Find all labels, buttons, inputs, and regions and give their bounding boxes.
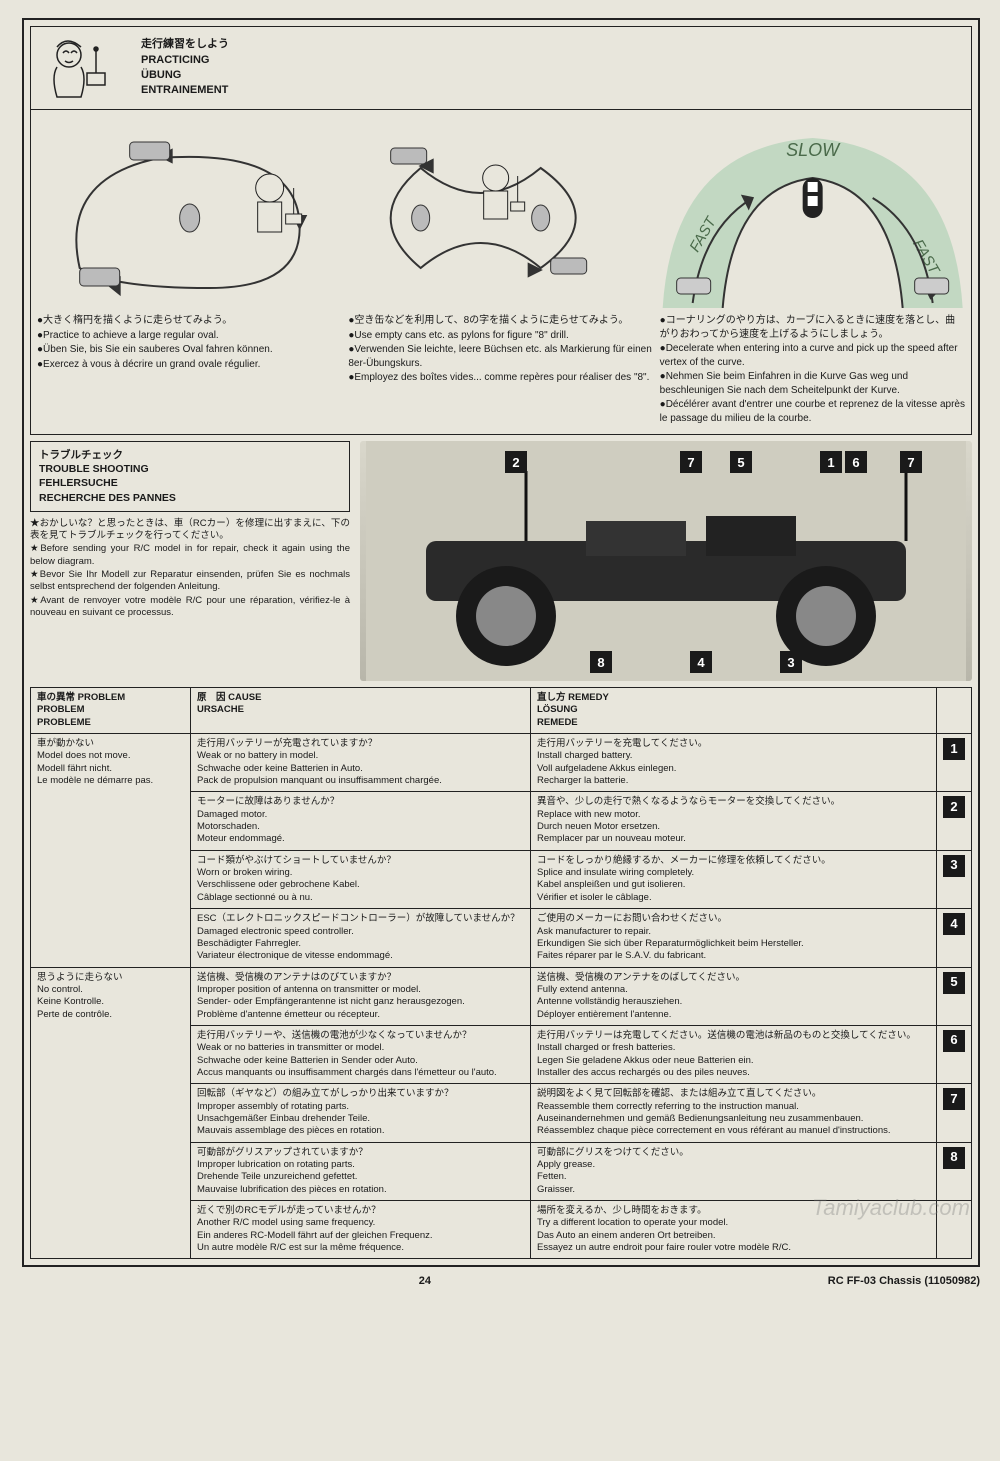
remedy-cell: 場所を変えるか、少し時間をおきます。Try a different locati… — [531, 1201, 937, 1259]
remedy-cell: ご使用のメーカーにお問い合わせください。Ask manufacturer to … — [531, 909, 937, 967]
th-problem: 車の異常 PROBLEM PROBLEM PROBLEME — [31, 688, 191, 734]
problem-cell: 思うように走らないNo control.Keine Kontrolle.Pert… — [31, 967, 191, 1259]
problem-cell: 車が動かないModel does not move.Modell fährt n… — [31, 734, 191, 968]
title-en: PRACTICING — [141, 53, 229, 68]
cause-cell: 送信機、受信機のアンテナはのびていますか？Improper position o… — [191, 967, 531, 1025]
callout-box: 5 — [730, 451, 752, 473]
th-cause: 原 因 CAUSE URSACHE — [191, 688, 531, 734]
row-number-cell: 6 — [937, 1025, 972, 1083]
oval-illustration — [37, 118, 342, 308]
callout-box: 7 — [680, 451, 702, 473]
callout-box: 6 — [845, 451, 867, 473]
title-fr: ENTRAINEMENT — [141, 83, 229, 98]
troubleshoot-title-box: トラブルチェック TROUBLE SHOOTING FEHLERSUCHE RE… — [30, 441, 350, 512]
table-row: 車が動かないModel does not move.Modell fährt n… — [31, 734, 972, 792]
practice-col-curve: SLOW FAST FAST — [660, 118, 965, 426]
troubleshoot-table: 車の異常 PROBLEM PROBLEM PROBLEME 原 因 CAUSE … — [30, 687, 972, 1259]
callout-box: 3 — [780, 651, 802, 673]
oval-text: ●大きく楕円を描くように走らせてみよう。 ●Practice to achiev… — [37, 314, 342, 372]
page-number: 24 — [419, 1275, 431, 1287]
row-number-cell: 8 — [937, 1142, 972, 1200]
callout-box: 8 — [590, 651, 612, 673]
cause-cell: ESC（エレクトロニックスピードコントローラー）が故障していませんか？Damag… — [191, 909, 531, 967]
remedy-cell: 送信機、受信機のアンテナをのばしてください。Fully extend anten… — [531, 967, 937, 1025]
remedy-cell: 走行用バッテリーは充電してください。送信機の電池は新品のものと交換してください。… — [531, 1025, 937, 1083]
svg-text:SLOW: SLOW — [786, 140, 841, 160]
row-number-cell: 3 — [937, 850, 972, 908]
page-border: 走行練習をしよう PRACTICING ÜBUNG ENTRAINEMENT — [22, 18, 980, 1267]
table-row: 思うように走らないNo control.Keine Kontrolle.Pert… — [31, 967, 972, 1025]
practicing-body: ●大きく楕円を描くように走らせてみよう。 ●Practice to achiev… — [31, 110, 971, 434]
boy-with-transmitter-icon — [39, 33, 129, 103]
title-de: ÜBUNG — [141, 68, 229, 83]
row-number-cell: 7 — [937, 1084, 972, 1142]
page-content: 走行練習をしよう PRACTICING ÜBUNG ENTRAINEMENT — [30, 26, 972, 1259]
cause-cell: 回転部（ギヤなど）の組み立てがしっかり出来ていますか？Improper asse… — [191, 1084, 531, 1142]
troubleshoot-intro-text: ★おかしいな？と思ったときは、車（RCカー）を修理に出すまえに、下の表を見てトラ… — [30, 518, 350, 620]
figure8-illustration — [348, 118, 653, 308]
troubleshoot-left: トラブルチェック TROUBLE SHOOTING FEHLERSUCHE RE… — [30, 441, 350, 681]
remedy-cell: コードをしっかり絶縁するか、メーカーに修理を依頼してください。Splice an… — [531, 850, 937, 908]
callout-box: 7 — [900, 451, 922, 473]
practicing-titles: 走行練習をしよう PRACTICING ÜBUNG ENTRAINEMENT — [141, 37, 229, 99]
cause-cell: 可動部がグリスアップされていますか？Improper lubrication o… — [191, 1142, 531, 1200]
curve-text: ●コーナリングのやり方は、カーブに入るときに速度を落とし、曲がりおわってから速度… — [660, 314, 965, 426]
callout-box: 1 — [820, 451, 842, 473]
cause-cell: モーターに故障はありませんか？Damaged motor.Motorschade… — [191, 792, 531, 850]
troubleshoot-intro: トラブルチェック TROUBLE SHOOTING FEHLERSUCHE RE… — [30, 441, 972, 681]
chassis-photo — [360, 441, 972, 681]
row-number-cell: 5 — [937, 967, 972, 1025]
practice-col-figure8: ●空き缶などを利用して、8の字を描くように走らせてみよう。 ●Use empty… — [348, 118, 653, 426]
figure8-text: ●空き缶などを利用して、8の字を描くように走らせてみよう。 ●Use empty… — [348, 314, 653, 386]
th-remedy: 直し方 REMEDY LÖSUNG REMEDE — [531, 688, 937, 734]
chassis-diagram: 2 7 5 16 7 8 4 3 — [360, 441, 972, 681]
callout-box: 2 — [505, 451, 527, 473]
practicing-header: 走行練習をしよう PRACTICING ÜBUNG ENTRAINEMENT — [31, 27, 971, 110]
curve-illustration: SLOW FAST FAST — [660, 118, 965, 308]
row-number-cell: 1 — [937, 734, 972, 792]
practice-col-oval: ●大きく楕円を描くように走らせてみよう。 ●Practice to achiev… — [37, 118, 342, 426]
cause-cell: 近くで別のRCモデルが走っていませんか？Another R/C model us… — [191, 1201, 531, 1259]
row-number-cell — [937, 1201, 972, 1259]
title-jp: 走行練習をしよう — [141, 37, 229, 52]
page-footer: 24 RC FF-03 Chassis (11050982) — [22, 1275, 980, 1287]
remedy-cell: 可動部にグリスをつけてください。Apply grease.Fetten.Grai… — [531, 1142, 937, 1200]
row-number-cell: 4 — [937, 909, 972, 967]
practicing-panel: 走行練習をしよう PRACTICING ÜBUNG ENTRAINEMENT — [30, 26, 972, 435]
th-number — [937, 688, 972, 734]
remedy-cell: 異音や、少しの走行で熱くなるようならモーターを交換してください。Replace … — [531, 792, 937, 850]
model-ref: RC FF-03 Chassis (11050982) — [828, 1275, 980, 1287]
table-header-row: 車の異常 PROBLEM PROBLEM PROBLEME 原 因 CAUSE … — [31, 688, 972, 734]
cause-cell: 走行用バッテリーや、送信機の電池が少なくなっていませんか？Weak or no … — [191, 1025, 531, 1083]
remedy-cell: 説明図をよく見て回転部を確認、または組み立て直してください。Reassemble… — [531, 1084, 937, 1142]
cause-cell: 走行用バッテリーが充電されていますか？Weak or no battery in… — [191, 734, 531, 792]
cause-cell: コード類がやぶけてショートしていませんか？Worn or broken wiri… — [191, 850, 531, 908]
remedy-cell: 走行用バッテリーを充電してください。Install charged batter… — [531, 734, 937, 792]
callout-box: 4 — [690, 651, 712, 673]
row-number-cell: 2 — [937, 792, 972, 850]
